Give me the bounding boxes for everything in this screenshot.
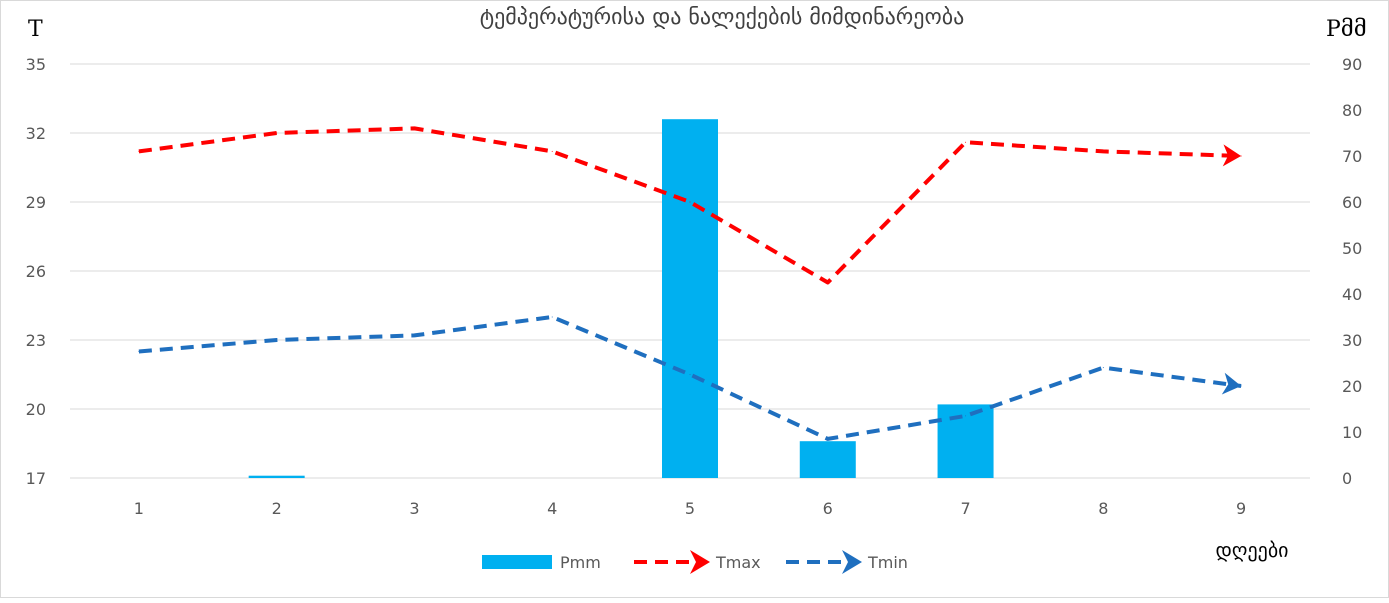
legend-label-tmax: Tmax (715, 553, 761, 572)
point-tmax (1240, 155, 1242, 157)
point-tmax (138, 150, 140, 152)
right-tick-label: 40 (1342, 285, 1362, 304)
left-tick-label: 26 (26, 262, 46, 281)
x-tick-label: 8 (1098, 499, 1108, 518)
point-tmax (827, 282, 829, 283)
right-tick-label: 90 (1342, 55, 1362, 74)
line-tmin (138, 315, 1242, 441)
bar-pmm (937, 404, 994, 478)
line-tmax (138, 126, 1242, 285)
right-tick-label: 0 (1342, 469, 1352, 488)
bar-pmm (248, 475, 305, 478)
right-tick-label: 80 (1342, 101, 1362, 120)
bar-pmm (662, 119, 718, 478)
right-tick-label: 70 (1342, 147, 1362, 166)
x-tick-label: 1 (134, 499, 144, 518)
x-tick-label: 9 (1236, 499, 1246, 518)
point-tmax (551, 150, 553, 152)
point-tmax (276, 132, 278, 134)
point-tmin (551, 316, 553, 318)
legend-arrow-tmax (690, 550, 710, 574)
left-axis-label: T (28, 17, 43, 42)
right-tick-label: 10 (1342, 423, 1362, 442)
point-tmax (689, 201, 691, 203)
legend-arrow-shape-tmax (690, 550, 710, 574)
point-tmax (413, 127, 415, 129)
x-axis-ticks: 1 2 3 4 5 6 7 8 9 (134, 499, 1246, 518)
x-tick-label: 4 (547, 499, 557, 518)
right-axis-label: Pმმ (1326, 17, 1367, 42)
arrowhead-shape-tmin (1221, 372, 1242, 395)
x-axis-label: დღეები (1215, 538, 1288, 562)
right-axis-ticks: 0 10 20 30 40 50 60 70 80 90 (1342, 55, 1362, 488)
point-tmin (965, 415, 967, 417)
point-tmin (413, 334, 415, 336)
left-tick-label: 20 (26, 400, 46, 419)
right-tick-label: 30 (1342, 331, 1362, 350)
legend-swatch-pmm (482, 555, 552, 569)
arrowhead-shape-tmax (1222, 144, 1242, 167)
left-tick-label: 29 (26, 193, 46, 212)
right-tick-label: 60 (1342, 193, 1362, 212)
x-tick-label: 7 (960, 499, 970, 518)
left-axis-ticks: 17 20 23 26 29 32 35 (26, 55, 46, 488)
bar-pmm (799, 441, 856, 478)
right-tick-label: 50 (1342, 239, 1362, 258)
legend: Pmm Tmax Tmin (482, 550, 908, 574)
line-series (138, 126, 1242, 441)
x-tick-label: 3 (409, 499, 419, 518)
legend-label-pmm: Pmm (560, 553, 601, 572)
point-tmin (138, 351, 140, 352)
legend-label-tmin: Tmin (867, 553, 908, 572)
chart-title: ტემპერატურისა და ნალექების მიმდინარეობა (480, 5, 965, 30)
legend-arrow-shape-tmin (842, 550, 862, 574)
point-tmax (965, 141, 967, 143)
arrowhead-tmax (1222, 144, 1242, 167)
x-tick-label: 5 (685, 499, 695, 518)
left-tick-label: 23 (26, 331, 46, 350)
left-tick-label: 17 (26, 469, 46, 488)
x-tick-label: 2 (272, 499, 282, 518)
point-tmin (1102, 367, 1104, 369)
point-tmax (1102, 150, 1104, 152)
arrowhead-tmin (1221, 372, 1242, 395)
left-tick-label: 32 (26, 124, 46, 143)
x-tick-label: 6 (823, 499, 833, 518)
bar-series-pmm (248, 119, 994, 478)
left-tick-label: 35 (26, 55, 46, 74)
point-tmin (827, 438, 829, 440)
point-tmin (276, 339, 278, 341)
legend-arrow-tmin (842, 550, 862, 574)
point-tmin (689, 374, 691, 375)
right-tick-label: 20 (1342, 377, 1362, 396)
